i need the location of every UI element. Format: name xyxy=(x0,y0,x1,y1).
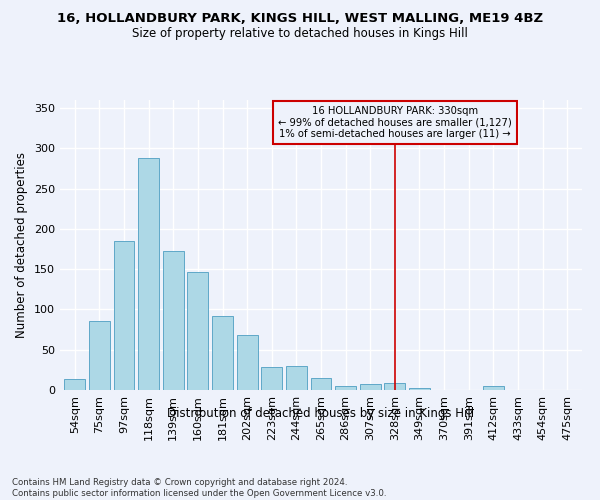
Text: Distribution of detached houses by size in Kings Hill: Distribution of detached houses by size … xyxy=(167,408,475,420)
Y-axis label: Number of detached properties: Number of detached properties xyxy=(16,152,28,338)
Bar xyxy=(236,335,257,390)
Bar xyxy=(335,386,356,390)
Bar xyxy=(138,158,159,390)
Bar xyxy=(261,368,282,390)
Text: 16, HOLLANDBURY PARK, KINGS HILL, WEST MALLING, ME19 4BZ: 16, HOLLANDBURY PARK, KINGS HILL, WEST M… xyxy=(57,12,543,26)
Bar xyxy=(286,366,307,390)
Bar xyxy=(483,386,504,390)
Bar xyxy=(187,272,208,390)
Text: 16 HOLLANDBURY PARK: 330sqm
← 99% of detached houses are smaller (1,127)
1% of s: 16 HOLLANDBURY PARK: 330sqm ← 99% of det… xyxy=(278,106,512,139)
Text: Size of property relative to detached houses in Kings Hill: Size of property relative to detached ho… xyxy=(132,28,468,40)
Bar xyxy=(163,250,184,390)
Bar xyxy=(113,241,134,390)
Bar xyxy=(385,383,406,390)
Text: Contains HM Land Registry data © Crown copyright and database right 2024.
Contai: Contains HM Land Registry data © Crown c… xyxy=(12,478,386,498)
Bar xyxy=(360,384,381,390)
Bar xyxy=(409,388,430,390)
Bar xyxy=(212,316,233,390)
Bar xyxy=(64,378,85,390)
Bar xyxy=(89,320,110,390)
Bar xyxy=(311,378,331,390)
